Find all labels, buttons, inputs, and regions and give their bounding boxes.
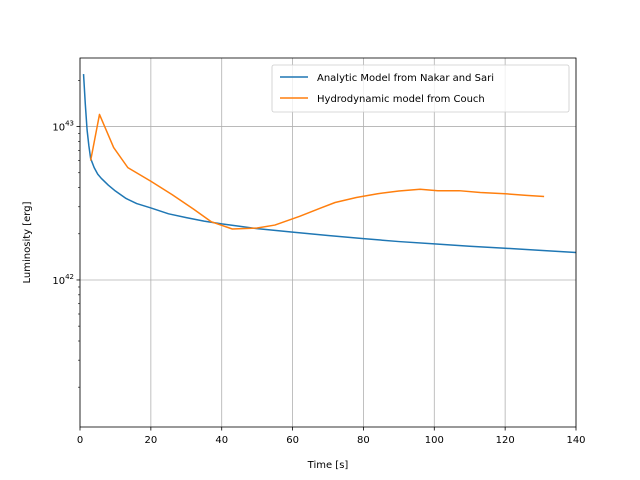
x-tick-label: 100 [425, 435, 444, 446]
y-tick-base: 10 [52, 276, 65, 287]
y-tick-exponent: 43 [65, 120, 74, 128]
x-tick-label: 80 [357, 435, 370, 446]
x-tick-label: 40 [215, 435, 228, 446]
x-tick-label: 20 [144, 435, 157, 446]
x-tick-label: 140 [566, 435, 585, 446]
legend-label-1: Analytic Model from Nakar and Sari [317, 73, 494, 84]
series-line-2 [89, 113, 545, 230]
y-axis-label: Luminosity [erg] [22, 201, 33, 283]
y-tick-label: 1042 [52, 273, 74, 287]
series-line-1 [82, 74, 577, 254]
y-tick-base: 10 [52, 123, 65, 134]
y-tick-label: 1043 [52, 120, 74, 134]
x-tick-label: 120 [496, 435, 515, 446]
series-lines [82, 74, 577, 254]
x-tick-label: 60 [286, 435, 299, 446]
x-axis-label: Time [s] [307, 460, 349, 471]
x-tick-label: 0 [77, 435, 83, 446]
legend-box [271, 64, 570, 113]
legend: Analytic Model from Nakar and Sari Hydrod… [271, 64, 570, 113]
legend-label-2: Hydrodynamic model from Couch [317, 94, 485, 105]
y-tick-exponent: 42 [65, 273, 74, 281]
plot-frame [79, 57, 577, 428]
